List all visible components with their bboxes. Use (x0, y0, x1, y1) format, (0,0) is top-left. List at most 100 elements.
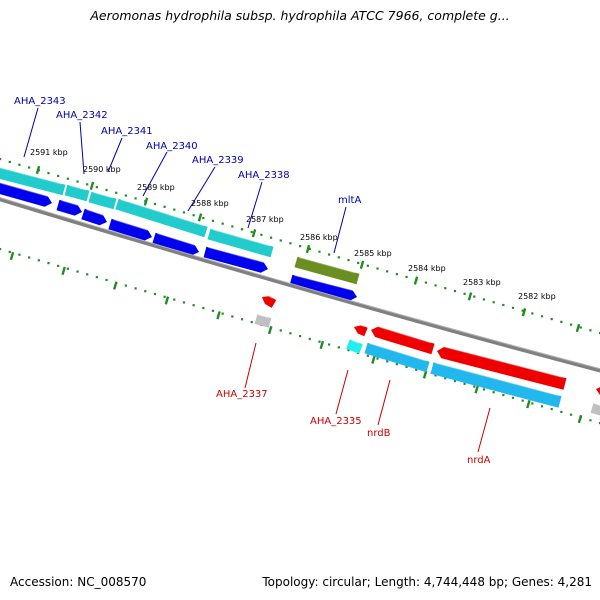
tick-dot (395, 363, 398, 366)
tick-dot (240, 228, 244, 231)
tick-dot (47, 172, 50, 175)
rna-feature-body (346, 339, 363, 354)
tick-dot (192, 304, 195, 307)
tick-dot (47, 262, 50, 265)
tick-dot (279, 329, 282, 332)
reverse-gene-label: nrdA (467, 455, 491, 466)
kbp-label: 2587 kbp (246, 215, 284, 224)
teal-feature-shine (69, 184, 86, 191)
rna-feature-shine (435, 361, 558, 396)
tick-dot (357, 261, 360, 265)
tick-dot (240, 318, 244, 321)
tick-dot (115, 191, 118, 194)
teal-feature-body (115, 198, 208, 238)
tick-dot (163, 205, 166, 208)
tick-dot (279, 239, 282, 242)
tick-dot (540, 315, 544, 318)
kbp-label: 2590 kbp (83, 165, 121, 174)
forward-cds-arrow-body (0, 182, 52, 207)
tick-dot (453, 289, 457, 293)
kbp-label: 2583 kbp (463, 278, 501, 287)
tick-dot (482, 388, 486, 391)
tick-dot (444, 287, 447, 290)
tick-dot (18, 253, 21, 256)
teal-feature (115, 198, 208, 238)
outer-major-tick (359, 260, 365, 269)
forward-gene-label: AHA_2343 (14, 96, 66, 107)
reverse-gene-label: AHA_2337 (216, 389, 268, 400)
tick-dot (328, 253, 331, 256)
tick-dot (124, 284, 128, 287)
tick-dot (250, 230, 253, 234)
tick-dot (134, 287, 137, 290)
forward-gene-leader (79, 121, 85, 175)
forward-gene-leader (23, 107, 39, 158)
teal-feature (0, 166, 66, 196)
tick-dot (511, 396, 515, 399)
tick-dot (57, 264, 60, 268)
teal-feature-body (207, 228, 274, 258)
forward-gene-leader (187, 166, 216, 212)
tick-dot (560, 410, 563, 413)
tick-dot (347, 349, 350, 352)
tick-dot (134, 197, 137, 200)
tick-dot (105, 278, 108, 282)
rna-feature-shine (369, 342, 427, 362)
tick-dot (163, 295, 166, 298)
pseudo-feature-body (254, 314, 272, 328)
reverse-cds-arrow-shine (357, 322, 365, 327)
forward-cds-arrow (81, 208, 107, 226)
forward-gene-leader (247, 181, 263, 229)
teal-feature-shine (212, 228, 270, 247)
tick-dot (144, 290, 147, 293)
tick-dot (173, 298, 176, 301)
forward-cds-arrow-shine (61, 199, 80, 207)
tick-dot (589, 329, 592, 332)
inner-major-tick (267, 325, 273, 335)
tick-dot (260, 233, 263, 236)
teal-feature (207, 228, 274, 258)
tick-dot (569, 413, 573, 416)
mlta-cds-arrow (289, 274, 357, 301)
tick-dot (376, 357, 379, 360)
tick-dot (424, 281, 428, 284)
tick-dot (0, 248, 2, 251)
tick-dot (76, 180, 79, 183)
reverse-gene-label: AHA_2335 (310, 416, 362, 427)
pseudo-feature-shine (595, 403, 600, 406)
inner-major-tick (526, 400, 531, 409)
reverse-cds-arrow (371, 324, 435, 355)
reverse-cds-arrow (596, 384, 600, 396)
teal-feature-shine (0, 166, 62, 185)
reverse-gene-leader (335, 369, 349, 415)
kbp-label: 2582 kbp (518, 292, 556, 301)
forward-cds-arrow-shine (0, 181, 50, 198)
reverse-cds-arrow-shine (265, 293, 274, 299)
tick-dot (473, 295, 476, 298)
outer-major-tick (197, 213, 203, 222)
tick-dot (95, 276, 98, 279)
tick-dot (550, 407, 553, 411)
reverse-cds-arrow-body (371, 326, 435, 355)
reverse-cds-arrow-shine (374, 324, 432, 344)
tick-dot (57, 174, 60, 178)
genome-backbone (0, 197, 600, 373)
forward-gene-label: AHA_2341 (101, 126, 153, 137)
kbp-label: 2591 kbp (30, 148, 68, 157)
outer-major-tick (575, 323, 581, 333)
inner-major-tick (474, 385, 479, 394)
accession-text: Accession: NC_008570 (10, 575, 147, 589)
tick-dot (366, 354, 369, 357)
reverse-cds-arrow (437, 344, 567, 390)
backbone-layer (0, 196, 600, 373)
forward-gene-leader (107, 137, 123, 173)
inner-major-tick (164, 296, 170, 305)
forward-gene-label: mltA (338, 195, 361, 206)
tick-dot (405, 275, 408, 279)
tick-dot (366, 264, 369, 267)
tick-dot (579, 326, 582, 329)
forward-gene-leader (333, 206, 347, 254)
inner-major-tick (577, 414, 583, 424)
tick-dot (299, 245, 302, 248)
